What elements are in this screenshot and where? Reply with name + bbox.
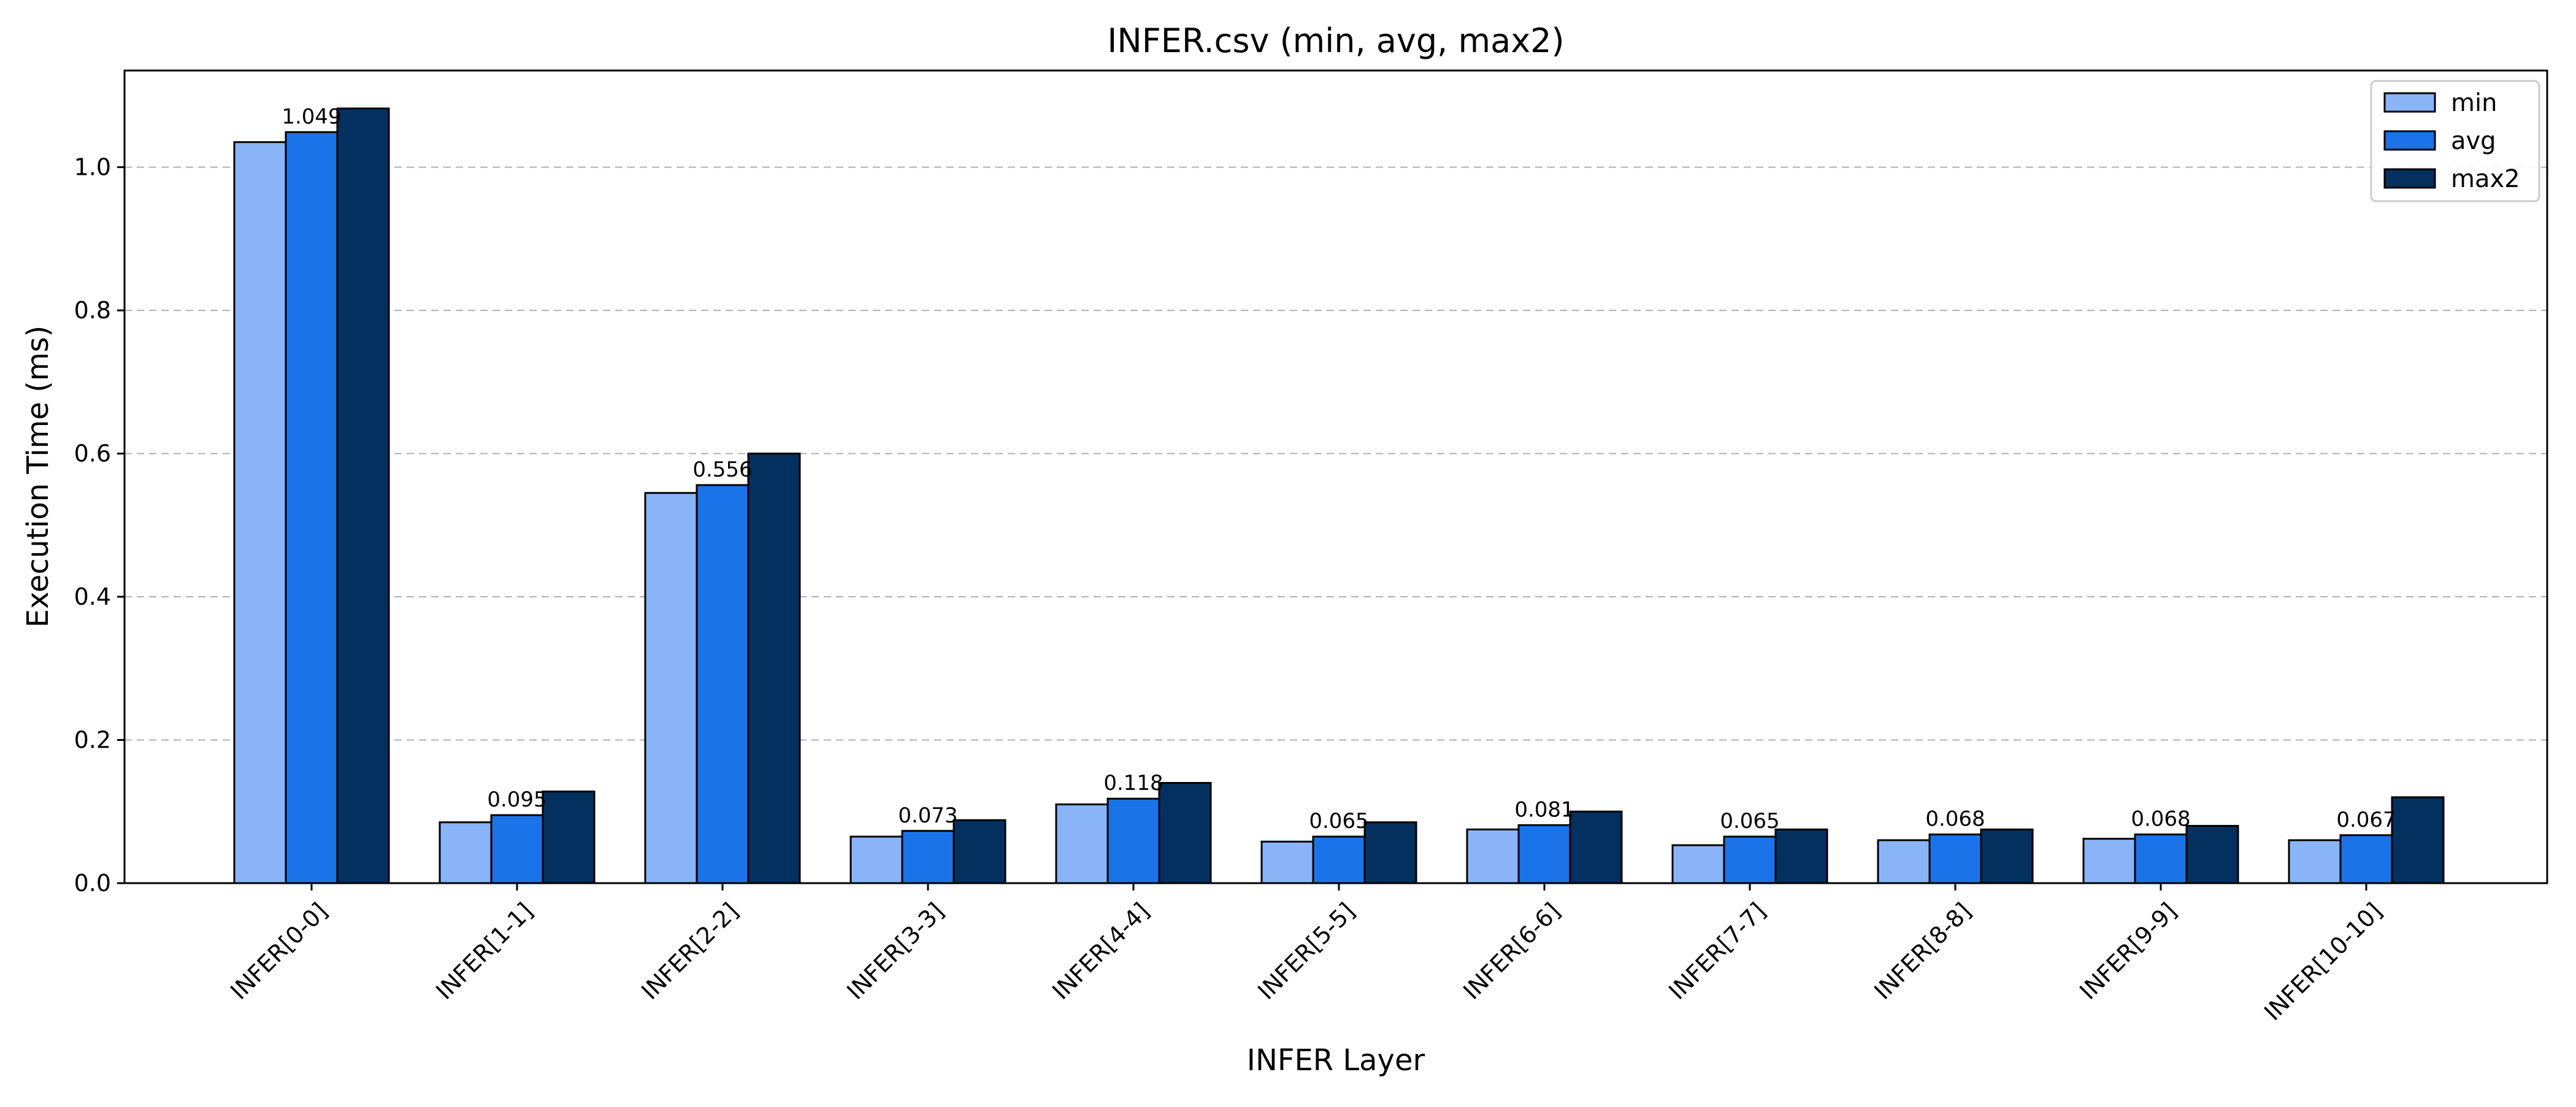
data-label: 1.049 (282, 104, 341, 129)
bar-avg-6 (1517, 824, 1571, 884)
legend-label-min: min (2451, 89, 2497, 117)
plot-area-frame (123, 69, 2548, 884)
data-label: 0.068 (1925, 807, 1985, 832)
y-tick-label: 1.0 (74, 154, 111, 181)
data-label: 0.073 (898, 803, 957, 828)
bar-avg-4 (1106, 797, 1160, 884)
legend-swatch-avg (2383, 130, 2436, 151)
bar-min-2 (644, 492, 698, 884)
legend-swatch-min (2383, 92, 2436, 113)
bar-max2-9 (2185, 825, 2239, 884)
x-tick-label: INFER[10-10] (2259, 897, 2387, 1025)
bar-max2-3 (953, 819, 1006, 884)
x-tick-label: INFER[6-6] (1458, 897, 1565, 1005)
data-label: 0.067 (2336, 808, 2396, 832)
data-label: 0.118 (1103, 771, 1163, 795)
bars (233, 107, 2445, 884)
y-tick-label: 0.2 (74, 727, 111, 754)
x-tick-label: INFER[5-5] (1252, 897, 1360, 1005)
data-label: 0.095 (487, 787, 546, 812)
bar-min-5 (1260, 840, 1314, 884)
x-tick-label: INFER[7-7] (1663, 897, 1771, 1005)
x-tick-label: INFER[1-1] (431, 897, 538, 1005)
bar-avg-2 (696, 484, 749, 884)
bar-min-0 (233, 141, 287, 884)
x-axis-ticks: INFER[0-0] INFER[1-1] INFER[2-2] INFER[3-3]… (225, 883, 2387, 1026)
data-labels: 1.049 0.095 0.556 0.073 0.118 0.065 0.081 0.065… (282, 104, 2396, 833)
bar-min-4 (1055, 803, 1109, 884)
bar-max2-0 (336, 107, 390, 884)
bar-min-7 (1671, 844, 1725, 884)
bar-min-6 (1466, 828, 1520, 884)
bar-max2-5 (1363, 821, 1417, 884)
bar-avg-7 (1723, 835, 1777, 884)
chart-title: INFER.csv (min, avg, max2) (1107, 21, 1564, 60)
bar-min-8 (1877, 839, 1931, 884)
x-tick-label: INFER[2-2] (636, 897, 743, 1005)
data-label: 0.081 (1514, 797, 1574, 822)
y-axis-ticks: 0.0 0.2 0.4 0.6 0.8 1.0 (74, 154, 125, 897)
bar-max2-8 (1980, 828, 2034, 884)
y-tick-label: 0.8 (74, 297, 111, 324)
bar-avg-9 (2134, 833, 2188, 884)
data-label: 0.556 (692, 458, 752, 482)
data-label: 0.065 (1309, 809, 1368, 833)
bar-min-9 (2082, 838, 2136, 884)
y-axis-label: Execution Time (ms) (21, 326, 55, 628)
data-label: 0.068 (2131, 807, 2190, 832)
x-tick-label: INFER[4-4] (1047, 897, 1154, 1005)
x-tick-label: INFER[3-3] (841, 897, 949, 1005)
bar-avg-10 (2339, 834, 2393, 884)
bar-max2-4 (1158, 782, 1212, 884)
bar-avg-1 (490, 814, 544, 884)
bar-min-3 (849, 835, 903, 884)
bar-max2-6 (1569, 810, 1623, 884)
bar-avg-0 (285, 131, 339, 884)
bar-max2-7 (1774, 828, 1828, 884)
y-tick-label: 0.4 (74, 583, 111, 610)
bar-avg-8 (1928, 833, 1982, 884)
legend-swatch-max2 (2383, 168, 2436, 189)
bar-avg-5 (1312, 835, 1366, 884)
bar-min-1 (439, 821, 493, 884)
legend-label-max2: max2 (2451, 165, 2520, 193)
legend-label-avg: avg (2451, 127, 2496, 155)
bar-avg-3 (901, 830, 955, 884)
bar-min-10 (2288, 839, 2342, 884)
gridlines (125, 166, 2547, 884)
data-label: 0.065 (1720, 809, 1779, 833)
y-tick-label: 0.0 (74, 870, 111, 897)
x-axis-label: INFER Layer (1247, 1043, 1425, 1078)
x-tick-label: INFER[8-8] (1869, 897, 1976, 1005)
x-tick-label: INFER[0-0] (225, 897, 332, 1005)
bar-max2-10 (2391, 796, 2445, 884)
bar-max2-1 (542, 791, 596, 884)
y-tick-label: 0.6 (74, 440, 111, 467)
legend: min avg max2 (2370, 80, 2540, 202)
bar-max2-2 (747, 453, 801, 884)
x-tick-label: INFER[9-9] (2074, 897, 2182, 1005)
